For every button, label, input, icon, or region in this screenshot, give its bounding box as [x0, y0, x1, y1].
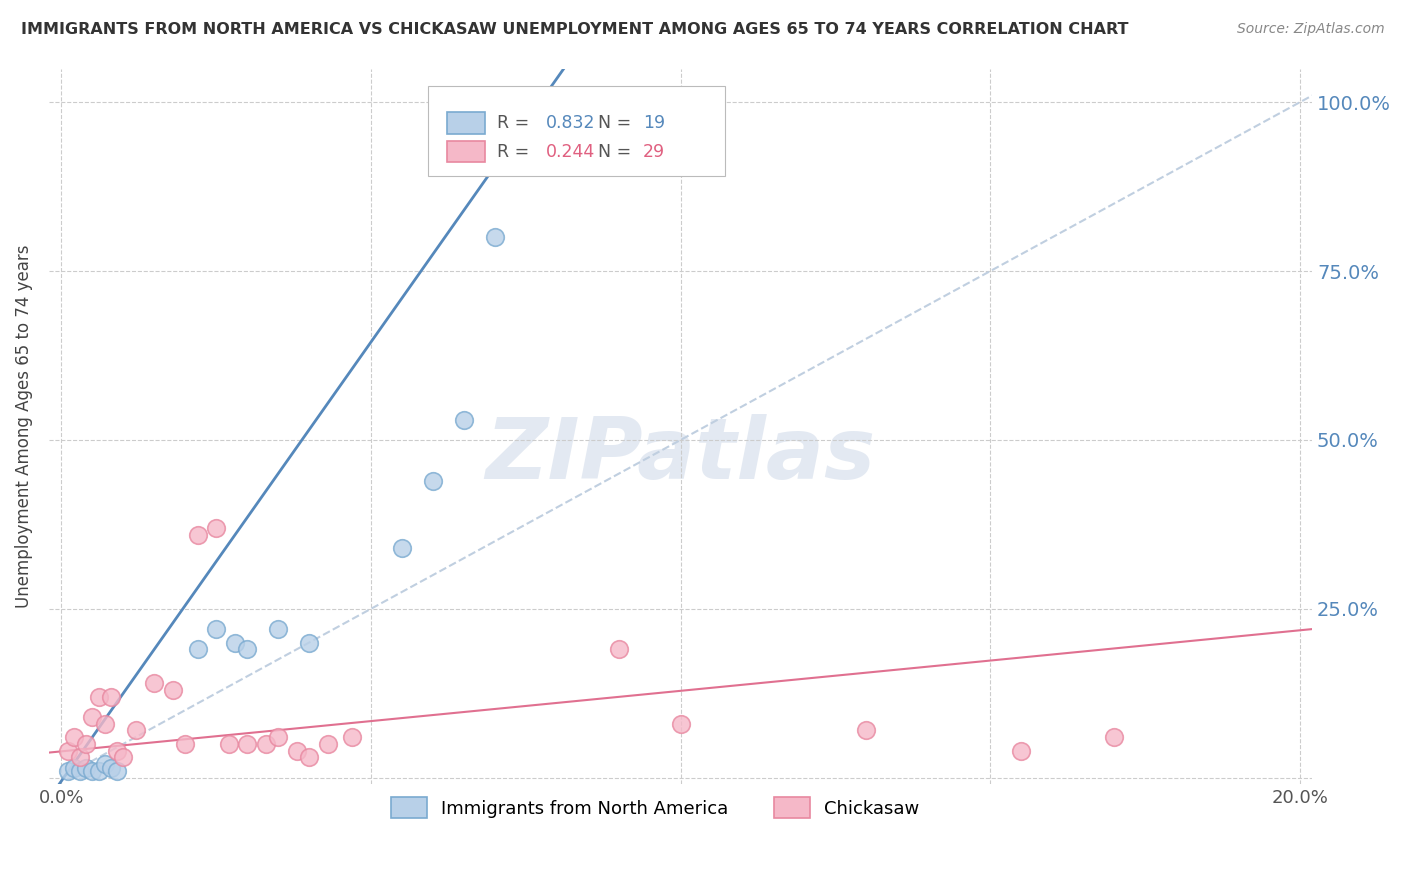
Point: [82, 764, 104, 778]
Point: [69, 750, 91, 764]
Point: [174, 737, 197, 751]
Point: [93, 757, 115, 772]
Text: 19: 19: [643, 114, 665, 132]
Text: 0.832: 0.832: [546, 114, 595, 132]
Point: [69, 764, 91, 778]
Point: [100, 690, 122, 704]
FancyBboxPatch shape: [447, 141, 485, 162]
Point: [105, 764, 128, 778]
Point: [224, 635, 246, 649]
Point: [100, 760, 122, 774]
Text: R =: R =: [498, 143, 536, 161]
Point: [143, 676, 166, 690]
Text: IMMIGRANTS FROM NORTH AMERICA VS CHICKASAW UNEMPLOYMENT AMONG AGES 65 TO 74 YEAR: IMMIGRANTS FROM NORTH AMERICA VS CHICKAS…: [21, 22, 1129, 37]
Point: [112, 750, 135, 764]
Text: 0.244: 0.244: [546, 143, 595, 161]
Point: [187, 642, 209, 657]
Point: [1010, 744, 1032, 758]
Text: N =: N =: [599, 114, 637, 132]
Point: [105, 744, 128, 758]
Legend: Immigrants from North America, Chickasaw: Immigrants from North America, Chickasaw: [384, 790, 927, 825]
Text: Source: ZipAtlas.com: Source: ZipAtlas.com: [1237, 22, 1385, 37]
Point: [56, 744, 79, 758]
Point: [607, 642, 630, 657]
Point: [205, 521, 228, 535]
Point: [391, 541, 413, 555]
Point: [162, 682, 184, 697]
FancyBboxPatch shape: [427, 87, 724, 176]
Point: [236, 737, 259, 751]
FancyBboxPatch shape: [447, 112, 485, 134]
Point: [267, 730, 290, 744]
Point: [298, 750, 321, 764]
Y-axis label: Unemployment Among Ages 65 to 74 years: Unemployment Among Ages 65 to 74 years: [15, 244, 32, 608]
Point: [484, 230, 506, 244]
Point: [855, 723, 877, 738]
Text: 29: 29: [643, 143, 665, 161]
Point: [342, 730, 364, 744]
Point: [298, 635, 321, 649]
Point: [1102, 730, 1125, 744]
Point: [267, 622, 290, 636]
Point: [62, 730, 84, 744]
Text: N =: N =: [599, 143, 637, 161]
Point: [205, 622, 228, 636]
Text: ZIPatlas: ZIPatlas: [485, 414, 876, 497]
Point: [187, 527, 209, 541]
Point: [82, 710, 104, 724]
Text: R =: R =: [498, 114, 536, 132]
Point: [62, 760, 84, 774]
Point: [453, 413, 475, 427]
Point: [422, 474, 444, 488]
Point: [669, 716, 692, 731]
Point: [93, 716, 115, 731]
Point: [56, 764, 79, 778]
Point: [236, 642, 259, 657]
Point: [285, 744, 308, 758]
Point: [124, 723, 146, 738]
Point: [316, 737, 339, 751]
Point: [87, 690, 110, 704]
Point: [75, 737, 97, 751]
Point: [254, 737, 277, 751]
Point: [87, 764, 110, 778]
Point: [75, 760, 97, 774]
Point: [218, 737, 240, 751]
